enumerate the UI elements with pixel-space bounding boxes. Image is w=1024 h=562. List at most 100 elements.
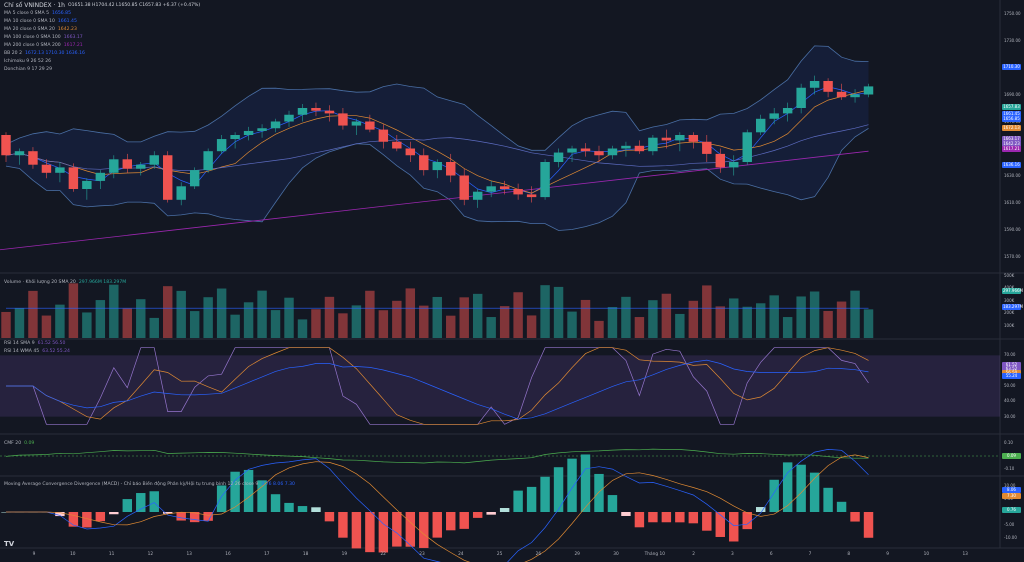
price-tag-0: 1710.30 [1002,64,1021,71]
ma-legend-0[interactable]: MA 5 close 0 SMA 5 1656.85 [4,11,72,16]
volume-bar [661,293,672,338]
macd-histogram-bar [392,512,402,547]
macd-histogram-bar [621,512,631,516]
candle-body [621,145,631,149]
macd-histogram-bar [68,512,79,527]
macd-histogram-bar [243,469,254,512]
volume-bar [850,290,860,338]
volume-bar [621,296,631,338]
volume-bar [176,290,186,338]
ma-legend-2[interactable]: MA 20 close 0 SMA 20 1642.23 [4,27,77,32]
macd-histogram-bar [95,512,106,522]
macd-histogram-bar [122,499,133,512]
ma-legend-3[interactable]: MA 100 close 0 SMA 100 1663.17 [4,35,83,40]
rsi-legend-1[interactable]: RSI 14 WMA 45 63.52 55.24 [4,349,70,354]
cmf-line [5,448,869,464]
volume-bar [284,297,294,338]
volume-bar [297,319,308,338]
candle-body [823,81,833,92]
time-axis-tick: 30 [613,552,619,557]
macd-histogram-bar [594,473,604,512]
volume-bar [109,284,119,338]
rsi-tag-2: 56.50 [1002,369,1021,376]
candle-body [311,108,321,111]
time-axis-tick: 29 [574,552,580,557]
price-tag-8: 1636.16 [1002,161,1021,168]
time-axis-tick: 26 [535,552,542,557]
candle-body [270,121,281,129]
time-axis-tick: 2 [692,552,695,557]
volume-bar [405,288,416,338]
macd-histogram-bar [836,501,847,512]
macd-histogram-bar [270,494,281,512]
candle-body [513,189,523,195]
cmf-axis-tick: 0.10 [1004,440,1013,446]
macd-histogram-bar [796,464,806,512]
volume-bar [702,285,712,338]
candle-body [863,86,874,95]
cmf-axis-tick: -0.10 [1004,465,1015,471]
price-legend: Chỉ số VNINDEX · 1h O1651.38 H1704.42 L1… [4,2,200,74]
macd-histogram-bar [378,512,389,553]
volume-bar [715,306,725,338]
candle-body [580,148,591,152]
volume-bar [486,317,496,338]
macd-histogram-bar [634,512,645,528]
volume-legend: Volume · Khối lượng 20 SMA 20 297.966M 18… [4,280,127,285]
ma-legend-1[interactable]: MA 10 close 0 SMA 10 1661.45 [4,19,77,24]
volume-bar [351,305,362,338]
macd-histogram-bar [136,493,146,512]
rsi-axis-tick: 50.00 [1004,383,1016,388]
macd-histogram-bar [82,512,92,528]
price-tag-3: 1656.85 [1002,115,1021,122]
price-tag-6: 1642.23 [1002,141,1021,148]
time-axis-tick: Tháng 10 [644,552,665,557]
candle-body [136,164,146,169]
volume-bar [836,301,847,338]
candle-body [55,167,65,173]
volume-bar [540,285,550,338]
tradingview-logo[interactable]: TV [4,540,15,548]
candle-body [324,110,335,114]
ma-legend-7[interactable]: Donchian 9 17 29 29 [4,67,52,72]
macd-histogram-bar [230,471,240,512]
ma-legend-5[interactable]: BB 20 2 1672.13 1710.30 1636.16 [4,51,85,56]
price-axis-tick: 1590.00 [1004,226,1021,232]
rsi-axis-tick: 70.00 [1004,352,1016,358]
volume-bar [189,311,200,338]
symbol-title[interactable]: Chỉ số VNINDEX · 1h [4,2,65,9]
candle-body [702,141,712,154]
candle-body [189,170,200,187]
volume-bar [446,315,456,338]
rsi-axis-tick: 30.00 [1004,413,1016,419]
macd-histogram-bar [688,512,699,524]
macd-histogram-bar [540,476,550,512]
volume-bar [634,317,645,338]
candle-body [594,151,604,156]
volume-bar [607,307,618,338]
macd-histogram-bar [55,512,65,517]
macd-histogram-bar [499,508,510,512]
candle-body [661,137,672,141]
macd-histogram-bar [863,512,874,538]
candle-body [809,81,820,88]
volume-bar [243,302,254,338]
macd-histogram-bar [675,512,685,523]
volume-bar [755,303,766,338]
macd-histogram-bar [257,480,267,512]
candle-body [540,162,550,198]
time-axis-tick: 24 [458,552,464,557]
ma-legend-6[interactable]: Ichimoku 9 26 52 26 [4,59,52,64]
rsi-wma-line [6,359,869,420]
macd-histogram-bar [513,490,523,512]
volume-bar [311,309,321,338]
volume-bar [419,305,429,338]
ma-legend-4[interactable]: MA 200 close 0 SMA 200 1617.21 [4,43,83,48]
candle-body [392,141,402,149]
candle-body [553,152,564,162]
candle-body [149,155,159,165]
rsi-legend-0[interactable]: RSI 14 SMA 9 61.52 56.50 [4,341,66,346]
candle-body [378,129,389,142]
candle-body [729,162,739,168]
